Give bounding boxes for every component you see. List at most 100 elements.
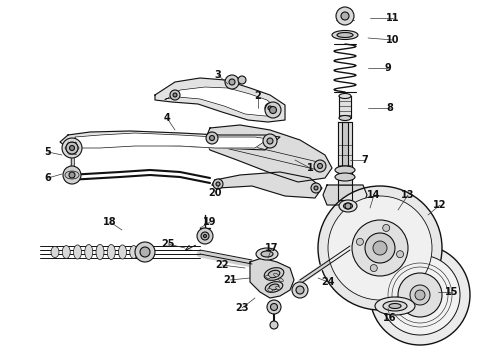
Circle shape <box>396 251 404 258</box>
Circle shape <box>203 234 206 238</box>
Polygon shape <box>212 172 322 198</box>
Circle shape <box>415 290 425 300</box>
Circle shape <box>270 107 276 113</box>
Text: 13: 13 <box>401 190 415 200</box>
Ellipse shape <box>339 116 351 121</box>
Ellipse shape <box>337 32 353 37</box>
Circle shape <box>373 241 387 255</box>
Circle shape <box>336 7 354 25</box>
Ellipse shape <box>266 275 270 279</box>
Ellipse shape <box>265 282 283 292</box>
Circle shape <box>345 203 351 209</box>
Ellipse shape <box>335 166 355 174</box>
Ellipse shape <box>85 244 93 260</box>
Polygon shape <box>338 122 352 200</box>
Ellipse shape <box>119 245 126 259</box>
Polygon shape <box>342 122 348 167</box>
Polygon shape <box>155 78 285 122</box>
Ellipse shape <box>256 248 278 260</box>
Circle shape <box>292 282 308 298</box>
Polygon shape <box>205 125 332 182</box>
Circle shape <box>213 179 223 189</box>
Ellipse shape <box>74 245 81 259</box>
Text: 25: 25 <box>161 239 175 249</box>
Ellipse shape <box>276 286 280 290</box>
Circle shape <box>66 142 78 154</box>
Text: 5: 5 <box>45 147 51 157</box>
Circle shape <box>69 172 75 178</box>
Circle shape <box>370 245 470 345</box>
Circle shape <box>383 224 390 231</box>
Ellipse shape <box>51 246 59 258</box>
Circle shape <box>318 186 442 310</box>
Circle shape <box>265 103 275 113</box>
Text: 24: 24 <box>321 277 335 287</box>
Circle shape <box>318 163 322 168</box>
Circle shape <box>229 79 235 85</box>
Ellipse shape <box>96 244 104 260</box>
Polygon shape <box>165 87 278 116</box>
Ellipse shape <box>141 246 149 258</box>
Circle shape <box>365 233 395 263</box>
Ellipse shape <box>264 267 284 280</box>
Polygon shape <box>323 185 367 205</box>
Circle shape <box>296 286 304 294</box>
Circle shape <box>337 202 413 278</box>
Text: 23: 23 <box>235 303 249 313</box>
Circle shape <box>267 138 273 144</box>
Circle shape <box>216 182 220 186</box>
Text: 18: 18 <box>103 217 117 227</box>
Circle shape <box>341 12 349 20</box>
Ellipse shape <box>343 203 352 209</box>
Ellipse shape <box>279 278 283 282</box>
Circle shape <box>314 186 318 190</box>
Circle shape <box>225 75 239 89</box>
Polygon shape <box>60 131 280 150</box>
Ellipse shape <box>332 31 358 40</box>
Ellipse shape <box>62 246 70 258</box>
Text: 16: 16 <box>383 313 397 323</box>
Circle shape <box>311 183 321 193</box>
Text: 21: 21 <box>223 275 237 285</box>
Circle shape <box>62 138 82 158</box>
Circle shape <box>357 222 393 258</box>
Circle shape <box>410 285 430 305</box>
Ellipse shape <box>274 273 278 277</box>
Circle shape <box>70 145 74 150</box>
Ellipse shape <box>268 270 280 278</box>
Circle shape <box>63 166 81 184</box>
Ellipse shape <box>107 244 115 260</box>
Ellipse shape <box>269 284 279 290</box>
Text: 14: 14 <box>367 190 381 200</box>
Ellipse shape <box>383 301 407 311</box>
Circle shape <box>210 135 215 140</box>
Polygon shape <box>75 133 268 148</box>
Circle shape <box>380 255 460 335</box>
Circle shape <box>135 242 155 262</box>
Circle shape <box>270 321 278 329</box>
Text: 6: 6 <box>45 173 51 183</box>
Text: 3: 3 <box>215 70 221 80</box>
Text: 12: 12 <box>433 200 447 210</box>
Text: 8: 8 <box>387 103 393 113</box>
Circle shape <box>206 132 218 144</box>
Ellipse shape <box>335 173 355 181</box>
Circle shape <box>270 303 277 310</box>
Circle shape <box>263 134 277 148</box>
Text: 20: 20 <box>208 188 222 198</box>
Ellipse shape <box>130 246 138 258</box>
Circle shape <box>265 102 281 118</box>
Text: 1: 1 <box>307 163 314 173</box>
Circle shape <box>173 93 177 97</box>
Circle shape <box>201 232 209 240</box>
Text: 9: 9 <box>385 63 392 73</box>
Ellipse shape <box>268 288 272 292</box>
Text: 10: 10 <box>386 35 400 45</box>
Polygon shape <box>250 258 294 298</box>
Circle shape <box>267 300 281 314</box>
Circle shape <box>197 228 213 244</box>
Circle shape <box>328 196 432 300</box>
Ellipse shape <box>339 94 351 99</box>
Ellipse shape <box>65 171 79 179</box>
Circle shape <box>170 90 180 100</box>
